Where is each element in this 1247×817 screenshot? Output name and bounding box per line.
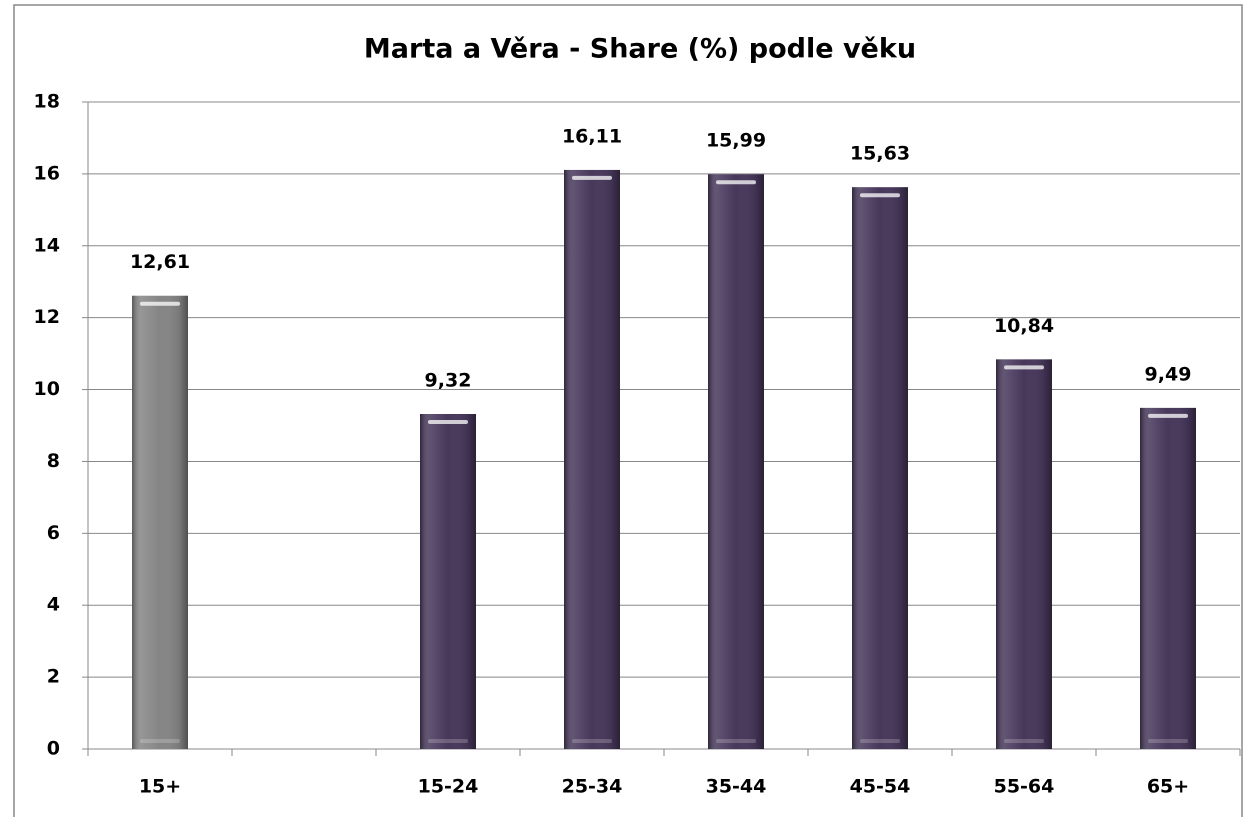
value-label: 10,84: [994, 315, 1054, 337]
value-label: 12,61: [130, 251, 190, 273]
x-tick-label: 35-44: [706, 776, 767, 798]
x-tick-label: 15-24: [418, 776, 479, 798]
bar-base-highlight: [428, 739, 468, 743]
x-tick-label: 15+: [139, 776, 181, 798]
y-tick-label: 10: [34, 378, 60, 400]
x-tick-label: 55-64: [994, 776, 1055, 798]
y-tick-label: 18: [34, 91, 60, 113]
x-tick-label: 25-34: [562, 776, 623, 798]
x-tick-label: 65+: [1147, 776, 1189, 798]
bar-highlight: [572, 175, 612, 180]
bar-shade: [132, 295, 188, 749]
bar-highlight: [716, 180, 756, 185]
bar-highlight: [1004, 365, 1044, 370]
bar-shade: [1140, 407, 1196, 749]
y-tick-label: 4: [47, 594, 60, 616]
chart-border: [13, 4, 1243, 817]
x-tick-label: 45-54: [850, 776, 911, 798]
bar-shade: [708, 174, 764, 749]
bar-base-highlight: [140, 739, 180, 743]
bar-base-highlight: [716, 739, 756, 743]
bar-shade: [996, 359, 1052, 749]
value-label: 9,32: [425, 369, 472, 391]
bar-shade: [564, 169, 620, 749]
bar-base-highlight: [860, 739, 900, 743]
bar-base-highlight: [1148, 739, 1188, 743]
y-tick-label: 14: [34, 234, 60, 256]
bar-highlight: [1148, 413, 1188, 418]
y-tick-label: 0: [47, 738, 60, 760]
y-tick-label: 12: [34, 306, 60, 328]
chart-title: Marta a Věra - Share (%) podle věku: [364, 34, 916, 65]
bar-shade: [420, 413, 476, 749]
bar-shade: [852, 187, 908, 749]
y-tick-label: 16: [34, 162, 60, 184]
value-label: 9,49: [1145, 363, 1192, 385]
value-label: 16,11: [562, 125, 622, 147]
bar-highlight: [140, 301, 180, 306]
bar-highlight: [428, 419, 468, 424]
bar-base-highlight: [1004, 739, 1044, 743]
y-tick-label: 2: [47, 666, 60, 688]
value-label: 15,99: [706, 130, 766, 152]
y-tick-label: 8: [47, 450, 60, 472]
bar-highlight: [860, 193, 900, 198]
value-label: 15,63: [850, 143, 910, 165]
y-tick-label: 6: [47, 522, 60, 544]
bar-base-highlight: [572, 739, 612, 743]
